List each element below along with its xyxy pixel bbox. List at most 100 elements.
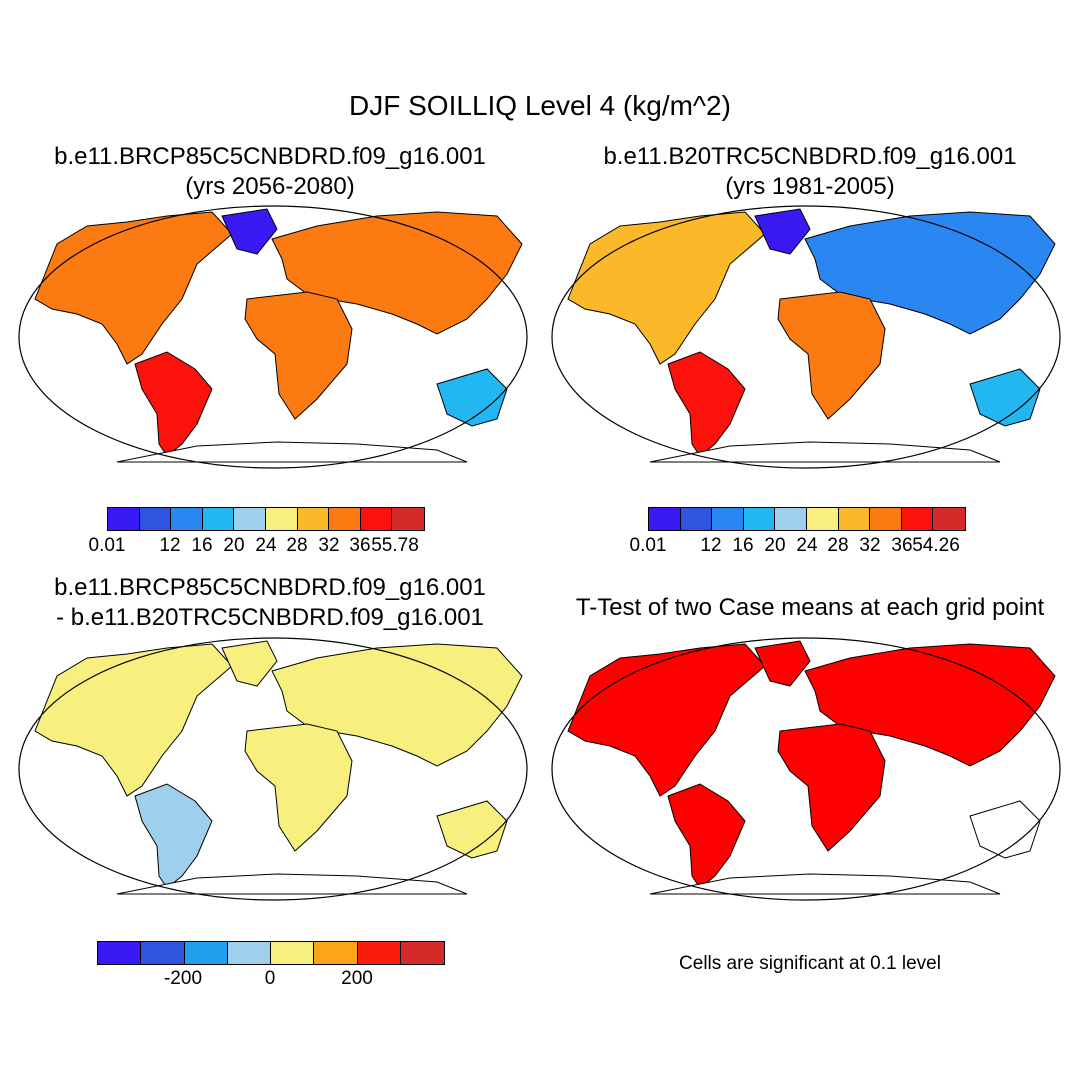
colorbar-swatch [171, 508, 203, 530]
world-map-future [18, 205, 528, 469]
colorbar-historical-label: 24 [796, 535, 818, 556]
map-outline [18, 205, 528, 469]
colorbar-swatch [933, 508, 965, 530]
landmass-northAmerica [34, 211, 233, 365]
colorbar-swatch [712, 508, 744, 530]
colorbar-swatch [234, 508, 266, 530]
colorbar-historical-max-label: 54.26 [912, 535, 960, 556]
panel-2-title-line2: (yrs 1981-2005) [725, 173, 895, 200]
map-panel-future [17, 204, 529, 477]
map-panel-ttest [550, 636, 1062, 909]
colorbar-swatch [202, 508, 235, 530]
colorbar-swatch [649, 508, 681, 530]
landmass-africa [777, 291, 886, 420]
colorbar-historical-label: 20 [764, 535, 786, 556]
landmass-southAmerica [667, 783, 746, 889]
colorbar-swatch [184, 942, 228, 964]
colorbar-historical [648, 507, 966, 531]
map-outline [551, 205, 1061, 469]
landmass-antarctica [649, 441, 1001, 463]
colorbar-swatch [806, 508, 839, 530]
colorbar-swatch [870, 508, 902, 530]
landmass-eurasia [804, 211, 1056, 335]
landmass-africa [244, 291, 353, 420]
map-panel-historical [550, 204, 1062, 477]
world-map-historical [551, 205, 1061, 469]
colorbar-swatch [297, 508, 330, 530]
colorbar-future-max-label: 55.78 [371, 535, 419, 556]
landmass-antarctica [116, 441, 468, 463]
colorbar-swatch [141, 942, 185, 964]
colorbar-swatch [400, 942, 444, 964]
colorbar-swatch [901, 508, 934, 530]
map-outline [551, 637, 1061, 901]
landmass-australia [969, 368, 1041, 427]
colorbar-swatch [271, 942, 315, 964]
colorbar-difference-label: 200 [341, 968, 373, 989]
colorbar-difference-label: -200 [163, 968, 203, 989]
landmass-africa [777, 723, 886, 852]
colorbar-swatch [329, 508, 361, 530]
colorbar-swatch [838, 508, 871, 530]
landmass-northAmerica [567, 211, 766, 365]
colorbar-swatch [680, 508, 713, 530]
colorbar-swatch [139, 508, 172, 530]
significance-note: Cells are significant at 0.1 level [679, 953, 941, 974]
colorbar-future-label: 16 [191, 535, 213, 556]
colorbar-difference-label: 0 [264, 968, 276, 989]
colorbar-swatch [314, 942, 358, 964]
landmass-greenland [754, 208, 811, 255]
figure-title: DJF SOILLIQ Level 4 (kg/m^2) [349, 90, 731, 121]
colorbar-historical-label: 28 [827, 535, 849, 556]
panel-3-title-line2: - b.e11.B20TRC5CNBDRD.f09_g16.001 [56, 604, 484, 631]
colorbar-swatch [98, 942, 142, 964]
colorbar-difference [97, 941, 445, 965]
colorbar-future-label: 32 [318, 535, 340, 556]
panel-3-title: b.e11.BRCP85C5CNBDRD.f09_g16.001 - b.e11… [0, 573, 540, 633]
landmass-eurasia [271, 643, 523, 767]
landmass-australia [969, 800, 1041, 859]
colorbar-swatch [743, 508, 776, 530]
landmass-greenland [221, 640, 278, 687]
colorbar-future-label: 0.01 [88, 535, 126, 556]
panel-1-title-line2: (yrs 2056-2080) [185, 173, 355, 200]
world-map-ttest [551, 637, 1061, 901]
colorbar-historical-label: 32 [859, 535, 881, 556]
landmass-northAmerica [34, 643, 233, 797]
colorbar-swatch [392, 508, 424, 530]
landmass-australia [436, 368, 508, 427]
colorbar-historical-label: 16 [732, 535, 754, 556]
colorbar-swatch [108, 508, 140, 530]
landmass-eurasia [271, 211, 523, 335]
landmass-australia [436, 800, 508, 859]
colorbar-swatch [227, 942, 271, 964]
colorbar-future-label: 12 [159, 535, 181, 556]
colorbar-future-label: 36 [349, 535, 371, 556]
panel-4-title-line1: T-Test of two Case means at each grid po… [575, 594, 1045, 621]
landmass-antarctica [116, 873, 468, 895]
landmass-antarctica [649, 873, 1001, 895]
colorbar-historical-label: 0.01 [629, 535, 667, 556]
panel-1-title-line1: b.e11.BRCP85C5CNBDRD.f09_g16.001 [54, 143, 486, 170]
colorbar-swatch [357, 942, 401, 964]
map-outline [18, 637, 528, 901]
landmass-northAmerica [567, 643, 766, 797]
colorbar-swatch [775, 508, 807, 530]
colorbar-swatch [265, 508, 298, 530]
colorbar-future-label: 20 [223, 535, 245, 556]
panel-3-title-line1: b.e11.BRCP85C5CNBDRD.f09_g16.001 [54, 574, 486, 601]
panel-4-title: T-Test of two Case means at each grid po… [540, 593, 1080, 623]
colorbar-historical-label: 36 [891, 535, 913, 556]
world-map-difference [18, 637, 528, 901]
colorbar-historical-label: 12 [700, 535, 722, 556]
panel-1-title: b.e11.BRCP85C5CNBDRD.f09_g16.001 (yrs 20… [0, 142, 540, 202]
colorbar-swatch [360, 508, 393, 530]
landmass-southAmerica [667, 351, 746, 457]
panel-2-title: b.e11.B20TRC5CNBDRD.f09_g16.001 (yrs 198… [540, 142, 1080, 202]
landmass-africa [244, 723, 353, 852]
map-panel-difference [17, 636, 529, 909]
colorbar-future [107, 507, 425, 531]
landmass-greenland [221, 208, 278, 255]
landmass-eurasia [804, 643, 1056, 767]
landmass-southAmerica [134, 783, 213, 889]
